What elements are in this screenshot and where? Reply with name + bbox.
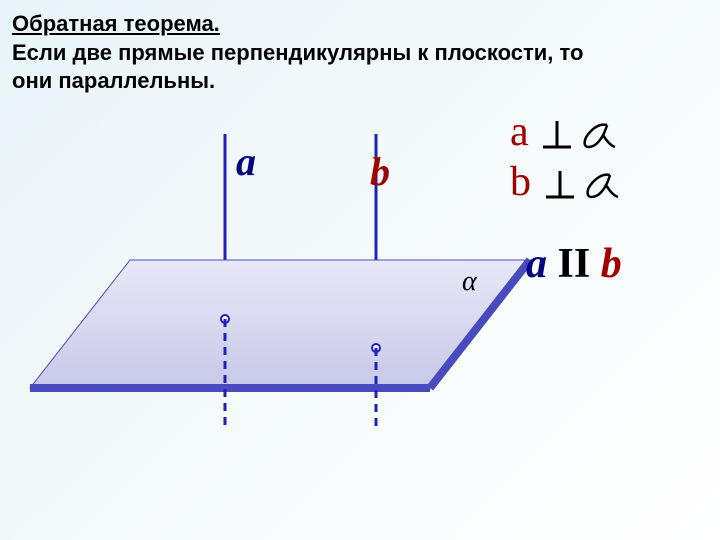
- parallel-symbol: II: [558, 241, 591, 287]
- line-label-a: a: [236, 138, 256, 185]
- line-label-b: b: [370, 148, 390, 195]
- alpha-icon: [575, 117, 619, 153]
- perp-icon: [542, 167, 578, 203]
- conclusion-a: a: [526, 241, 547, 287]
- perp-icon: [539, 117, 575, 153]
- condition-a-letter: a: [510, 109, 529, 155]
- alpha-icon: [578, 167, 622, 203]
- plane-label-alpha: α: [462, 266, 478, 297]
- conclusion-a-parallel-b: a II b: [526, 240, 622, 288]
- condition-a-perp-alpha: a: [510, 108, 619, 156]
- conclusion-b: b: [601, 241, 622, 287]
- condition-b-letter: b: [510, 159, 531, 205]
- plane-alpha: [30, 260, 530, 388]
- condition-b-perp-alpha: b: [510, 158, 622, 206]
